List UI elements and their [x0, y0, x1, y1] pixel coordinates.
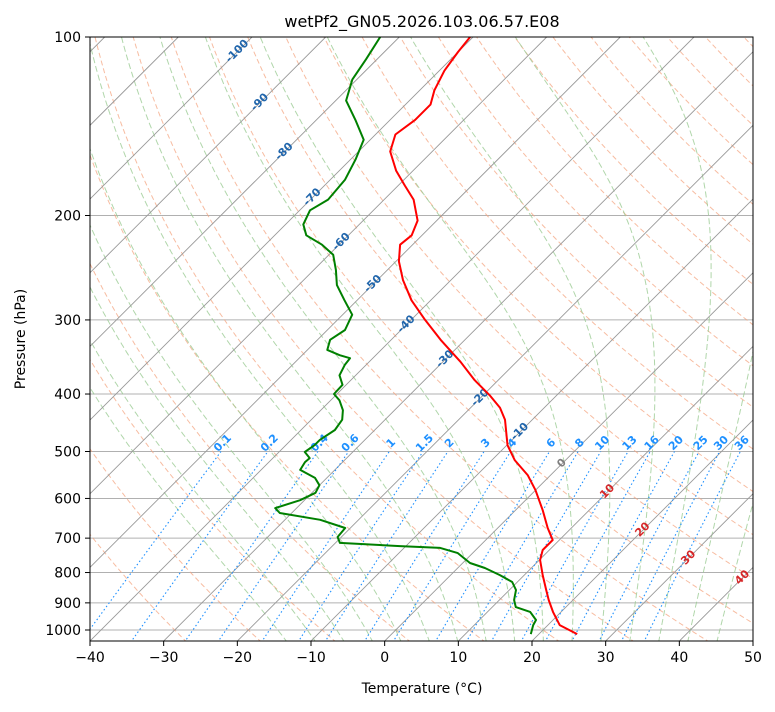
isotherm-line	[0, 37, 252, 643]
x-axis-label: Temperature (°C)	[361, 681, 483, 697]
mixing-ratio-label: 30	[711, 433, 731, 453]
x-tick-label: 30	[597, 650, 615, 666]
dry-adiabat-line	[477, 37, 775, 643]
mixing-ratio-label: 20	[666, 433, 686, 453]
y-tick-label: 500	[54, 444, 81, 460]
mixing-ratio-label: 10	[592, 433, 612, 453]
moist-adiabat-line	[688, 37, 775, 643]
moist-adiabat-line	[717, 37, 775, 643]
isotherms	[0, 37, 775, 643]
mixing-ratio-line	[598, 452, 699, 643]
mixing-ratio-label: 8	[572, 436, 587, 451]
isotherm-line	[15, 37, 621, 643]
dry-adiabat-line	[0, 37, 337, 643]
mixing-ratio-line	[571, 452, 674, 643]
chart-title: wetPf2_GN05.2026.103.06.57.E08	[284, 12, 559, 32]
isotherm-line	[0, 37, 399, 643]
y-tick-label: 400	[54, 387, 81, 403]
y-tick-label: 900	[54, 596, 81, 612]
mixing-ratio-line	[621, 452, 720, 643]
x-tick-label: 40	[670, 650, 688, 666]
y-tick-label: 600	[54, 491, 81, 507]
isotherm-line	[88, 37, 694, 643]
mixing-ratio-line	[261, 452, 389, 643]
isotherm-line	[0, 37, 473, 643]
isotherm-label: -20	[468, 386, 491, 409]
mixing-ratio-label: 16	[642, 433, 662, 453]
dry-adiabat-line	[438, 37, 775, 643]
moist-adiabats	[0, 37, 775, 643]
dry-adiabat-line	[591, 37, 775, 643]
mixing-ratio-line	[80, 452, 221, 643]
x-tick-label: −40	[75, 650, 105, 666]
isotherm-label: 30	[678, 547, 698, 567]
y-axis-label: Pressure (hPa)	[13, 289, 29, 389]
moist-adiabat-line	[0, 37, 316, 643]
mixing-ratio-line	[545, 452, 651, 643]
isotherm-line	[457, 37, 775, 643]
moist-adiabat-line	[160, 37, 487, 643]
dry-adiabats	[0, 37, 775, 643]
x-tick-label: 50	[744, 650, 762, 666]
isotherm-label: -60	[330, 230, 353, 253]
isotherm-label: -30	[433, 347, 456, 370]
isotherm-label: -90	[248, 90, 271, 113]
x-tick-label: 20	[523, 650, 541, 666]
dry-adiabat-line	[515, 37, 775, 643]
isotherm-label: -100	[223, 37, 252, 66]
dry-adiabat-line	[57, 37, 486, 643]
isotherm-line	[530, 37, 775, 643]
moist-adiabat-line	[122, 37, 459, 643]
isotherm-line	[751, 37, 775, 643]
dry-adiabat-line	[553, 37, 775, 643]
mixing-ratio-label: 3	[478, 436, 493, 451]
dry-adiabat-line	[362, 37, 775, 643]
profiles	[275, 37, 577, 634]
x-tick-label: 10	[449, 650, 467, 666]
isotherm-label: -40	[394, 312, 417, 335]
dry-adiabat-line	[19, 37, 412, 643]
x-tick-label: −10	[296, 650, 326, 666]
y-tick-label: 200	[54, 209, 81, 225]
mixing-ratio-label: 13	[620, 433, 640, 453]
x-tick-label: 0	[380, 650, 389, 666]
x-tick-label: −20	[223, 650, 253, 666]
y-tick-label: 700	[54, 531, 81, 547]
y-tick-label: 100	[54, 30, 81, 46]
dry-adiabat-line	[744, 37, 775, 643]
isotherm-label: -50	[361, 272, 384, 295]
y-tick-label: 1000	[45, 623, 81, 639]
isotherm-label: -80	[272, 140, 295, 163]
temperature-profile-line	[390, 37, 577, 634]
moist-adiabat-line	[260, 37, 543, 643]
x-tick-label: −30	[149, 650, 179, 666]
y-tick-label: 300	[54, 313, 81, 329]
moist-adiabat-line	[60, 37, 402, 643]
mixing-ratio-label: 6	[544, 435, 559, 450]
moist-adiabat-line	[11, 37, 345, 643]
isotherm-label: 0	[554, 456, 569, 471]
mixing-ratio-label: 2	[442, 436, 457, 451]
y-tick-label: 800	[54, 566, 81, 582]
isotherm-line	[0, 37, 326, 643]
isotherm-line	[162, 37, 768, 643]
isotherm-line	[236, 37, 775, 643]
mixing-ratio-label: 1	[384, 436, 399, 451]
moist-adiabat-line	[34, 37, 373, 643]
mixing-ratio-line	[217, 452, 348, 643]
dry-adiabat-line	[0, 37, 262, 643]
